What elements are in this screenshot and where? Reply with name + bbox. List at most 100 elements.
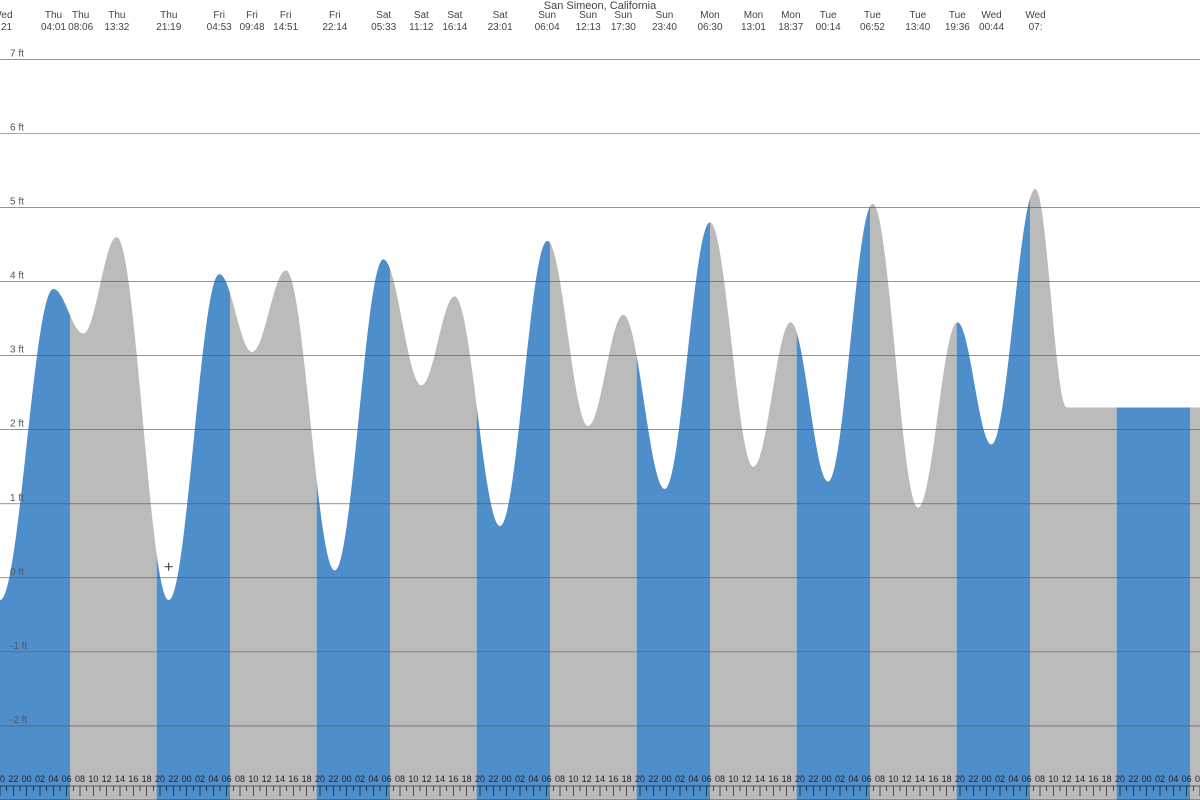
x-tick-label: 04 xyxy=(1008,774,1018,784)
x-tick-label: 18 xyxy=(622,774,632,784)
x-tick-label: 16 xyxy=(128,774,138,784)
top-label-time: 23:01 xyxy=(488,22,513,33)
x-tick-label: 06 xyxy=(382,774,392,784)
x-tick-label: 08 xyxy=(75,774,85,784)
x-tick-label: 22 xyxy=(808,774,818,784)
top-label-time: 04:01 xyxy=(41,22,66,33)
x-tick-label: 06 xyxy=(62,774,72,784)
top-label-time: 21:19 xyxy=(156,22,181,33)
x-tick-label: 18 xyxy=(782,774,792,784)
y-axis-label: 4 ft xyxy=(10,271,24,282)
x-tick-label: 08 xyxy=(715,774,725,784)
x-tick-label: 00 xyxy=(822,774,832,784)
x-tick-label: 08 xyxy=(1195,774,1200,784)
x-tick-label: 18 xyxy=(1102,774,1112,784)
tide-segment xyxy=(317,259,390,800)
top-label-time: 05:33 xyxy=(371,22,396,33)
y-axis-label: 6 ft xyxy=(10,122,24,133)
y-axis-label: 1 ft xyxy=(10,493,24,504)
x-tick-label: 12 xyxy=(742,774,752,784)
top-label-time: 22:14 xyxy=(322,22,347,33)
x-tick-label: 20 xyxy=(795,774,805,784)
x-tick-label: 22 xyxy=(648,774,658,784)
x-tick-label: 00 xyxy=(502,774,512,784)
tide-segment xyxy=(870,204,957,800)
top-label-time: 13:01 xyxy=(741,22,766,33)
x-tick-label: 02 xyxy=(675,774,685,784)
top-label-time: 18:37 xyxy=(778,22,803,33)
x-tick-label: 20 xyxy=(315,774,325,784)
tide-segment xyxy=(390,269,477,800)
y-axis-label: 2 ft xyxy=(10,419,24,430)
x-tick-label: 12 xyxy=(1062,774,1072,784)
x-tick-label: 08 xyxy=(395,774,405,784)
x-tick-label: 02 xyxy=(995,774,1005,784)
x-tick-label: 04 xyxy=(368,774,378,784)
x-tick-label: 22 xyxy=(328,774,338,784)
y-axis-label: -1 ft xyxy=(10,641,27,652)
x-tick-label: 20 xyxy=(955,774,965,784)
x-tick-label: 06 xyxy=(702,774,712,784)
x-tick-label: 10 xyxy=(888,774,898,784)
y-axis-label: 0 ft xyxy=(10,567,24,578)
x-tick-label: 16 xyxy=(608,774,618,784)
tide-segment xyxy=(157,274,230,800)
top-label-time: 04:53 xyxy=(207,22,232,33)
x-tick-label: 10 xyxy=(248,774,258,784)
top-label-time: 00:44 xyxy=(979,22,1004,33)
x-tick-label: 12 xyxy=(262,774,272,784)
top-label-time: 00:14 xyxy=(816,22,841,33)
x-tick-label: 02 xyxy=(195,774,205,784)
x-tick-label: 06 xyxy=(1022,774,1032,784)
x-tick-label: 04 xyxy=(848,774,858,784)
x-tick-label: 22 xyxy=(8,774,18,784)
x-tick-label: 06 xyxy=(862,774,872,784)
y-axis-label: -2 ft xyxy=(10,715,27,726)
x-tick-label: 22 xyxy=(168,774,178,784)
x-tick-label: 20 xyxy=(1115,774,1125,784)
x-tick-label: 12 xyxy=(582,774,592,784)
x-tick-label: 18 xyxy=(462,774,472,784)
top-label-time: 17:30 xyxy=(611,22,636,33)
tide-segment xyxy=(710,222,797,800)
x-tick-label: 10 xyxy=(1048,774,1058,784)
tide-segment xyxy=(230,271,317,800)
tide-segment xyxy=(550,243,637,800)
tide-segment xyxy=(797,206,870,800)
top-label-time: 12:13 xyxy=(576,22,601,33)
x-tick-label: 00 xyxy=(342,774,352,784)
x-tick-label: 20 xyxy=(635,774,645,784)
top-label-time: 13:40 xyxy=(905,22,930,33)
top-label-time: 11:12 xyxy=(409,22,434,33)
top-label-time: 19:36 xyxy=(945,22,970,33)
tide-segment xyxy=(1030,189,1117,800)
x-tick-label: 14 xyxy=(755,774,765,784)
x-tick-label: 12 xyxy=(102,774,112,784)
x-tick-label: 16 xyxy=(1088,774,1098,784)
top-label-time: 06:30 xyxy=(697,22,722,33)
x-tick-label: 16 xyxy=(928,774,938,784)
x-tick-label: 16 xyxy=(768,774,778,784)
x-tick-label: 04 xyxy=(1168,774,1178,784)
chart-svg: -2 ft-1 ft0 ft1 ft2 ft3 ft4 ft5 ft6 ft7 … xyxy=(0,0,1200,800)
y-axis-label: 3 ft xyxy=(10,345,24,356)
top-label-time: 0:21 xyxy=(0,22,13,33)
x-tick-label: 06 xyxy=(222,774,232,784)
x-tick-label: 04 xyxy=(208,774,218,784)
x-tick-label: 14 xyxy=(275,774,285,784)
x-tick-label: 00 xyxy=(182,774,192,784)
x-tick-label: 02 xyxy=(35,774,45,784)
x-tick-label: 00 xyxy=(22,774,32,784)
top-label-time: 14:51 xyxy=(273,22,298,33)
x-tick-label: 02 xyxy=(835,774,845,784)
x-tick-label: 08 xyxy=(555,774,565,784)
x-tick-label: 08 xyxy=(1035,774,1045,784)
x-tick-label: 06 xyxy=(542,774,552,784)
x-tick-label: 12 xyxy=(902,774,912,784)
tide-segment xyxy=(957,198,1030,800)
x-tick-label: 20 xyxy=(155,774,165,784)
chart-title: San Simeon, California xyxy=(0,0,1200,12)
top-label-time: 23:40 xyxy=(652,22,677,33)
top-label-time: 08:06 xyxy=(68,22,93,33)
x-tick-label: 22 xyxy=(1128,774,1138,784)
